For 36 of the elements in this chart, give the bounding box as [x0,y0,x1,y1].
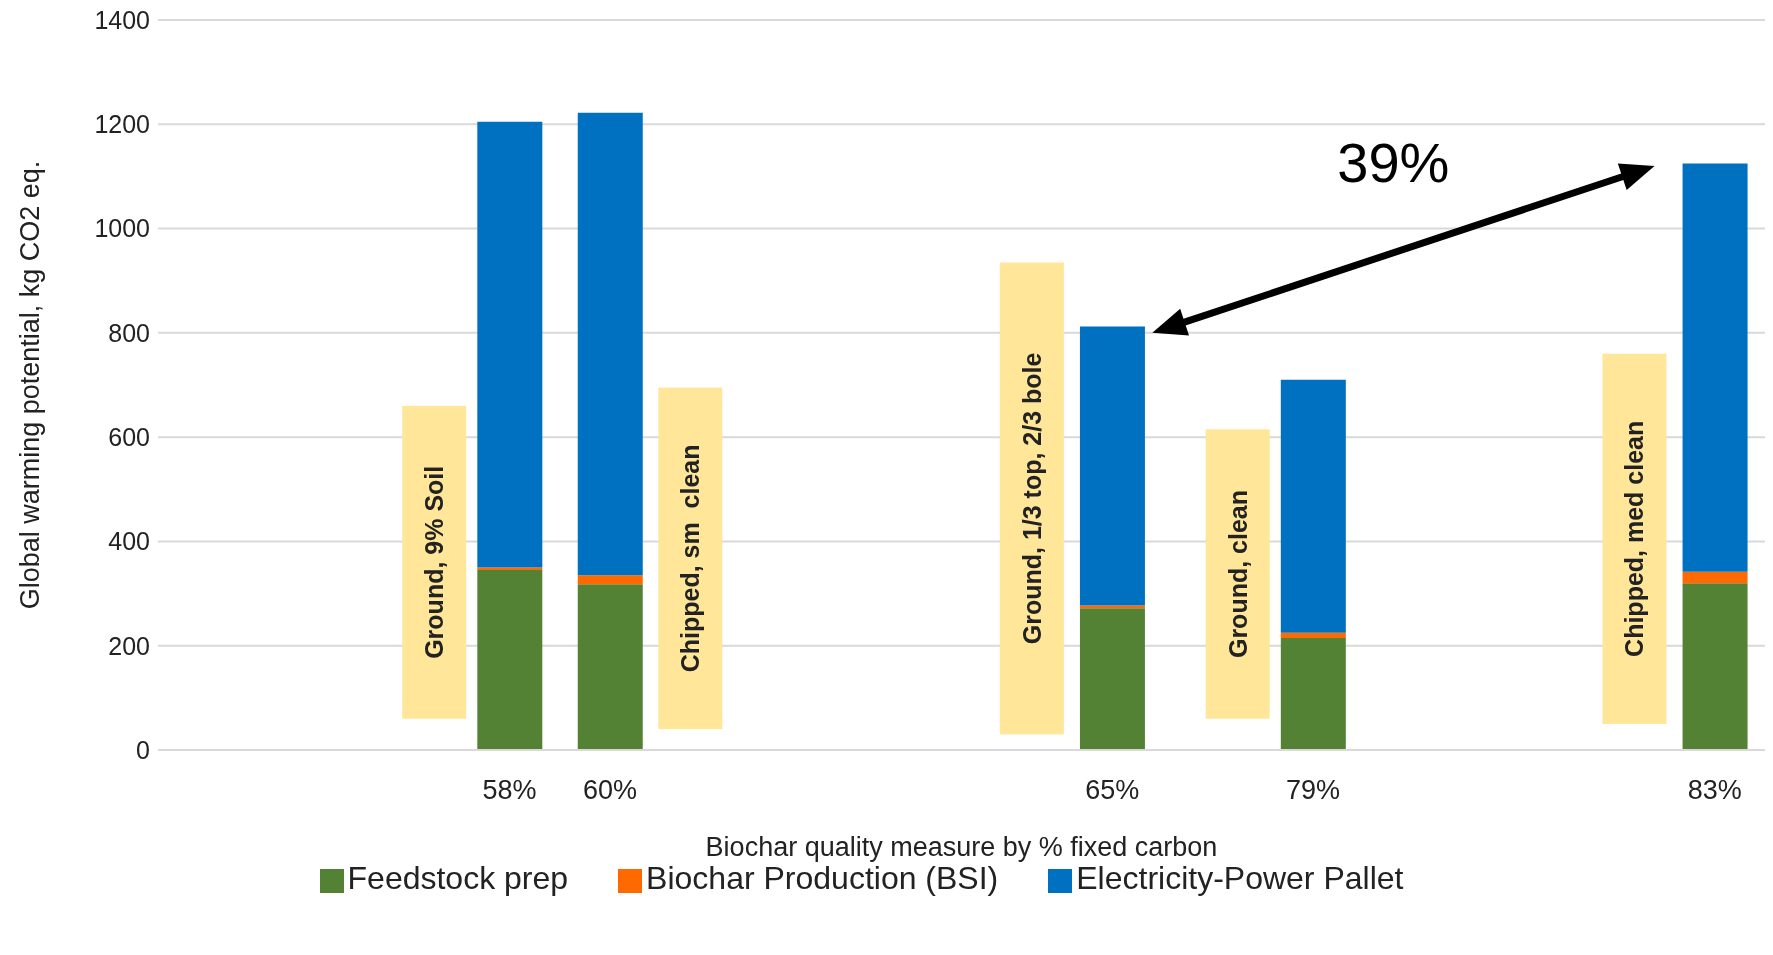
bar [1682,571,1748,584]
x-tick-label: 58% [482,775,537,806]
bar [477,570,543,750]
y-tick-label: 1400 [94,5,150,34]
x-axis-title: Biochar quality measure by % fixed carbon [705,832,1218,862]
bar [477,121,543,568]
legend-label: Electricity-Power Pallet [1076,860,1404,896]
bar [1682,163,1748,572]
annotation: 39% [1337,130,1450,194]
bar [577,584,643,750]
bar [1280,632,1346,638]
y-tick-label: 1000 [94,214,150,243]
bar [1280,379,1346,633]
annotation: Ground, clean [1223,489,1252,659]
y-tick-label: 0 [136,735,150,764]
annotation: Chipped, med clean [1620,420,1649,657]
y-axis-title: Global warming potential, kg CO2 eq. [15,160,45,610]
bar [1079,608,1145,750]
y-tick-label: 200 [108,631,150,660]
x-tick-label: 79% [1286,775,1341,806]
y-tick-label: 400 [108,527,150,556]
bar [577,112,643,576]
annotation: Ground, 1/3 top, 2/3 bole [1017,352,1046,645]
legend-label: Feedstock prep [347,860,569,896]
bar [1280,637,1346,750]
annotation: Ground, 9% Soil [420,465,449,659]
annotation: Chipped, sm clean [676,444,705,673]
bar [577,575,643,585]
x-tick-label: 65% [1085,775,1140,806]
x-tick-label: 60% [582,775,637,806]
bar [1079,326,1145,606]
bar [1682,583,1748,750]
y-tick-label: 600 [108,423,150,452]
y-tick-label: 1200 [94,110,150,139]
y-tick-label: 800 [108,318,150,347]
x-tick-label: 83% [1687,775,1742,806]
